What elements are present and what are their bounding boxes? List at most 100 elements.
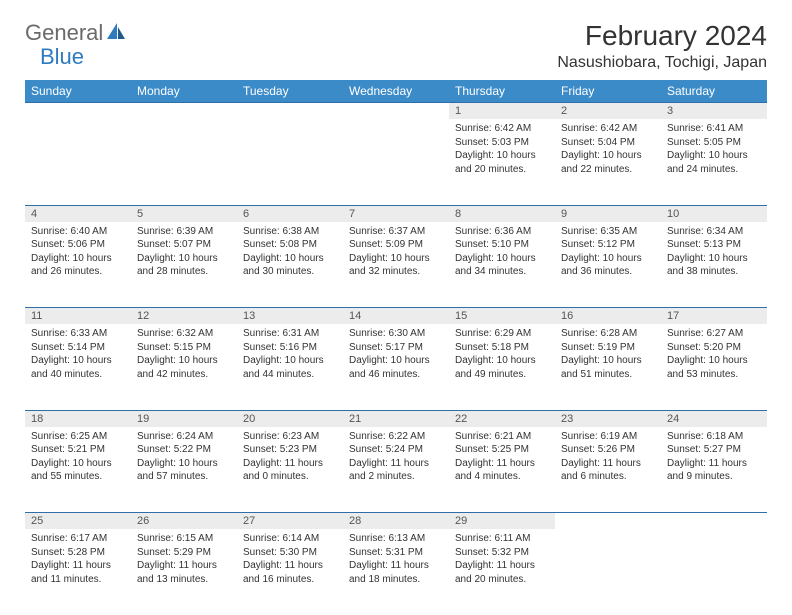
sunset-text: Sunset: 5:12 PM xyxy=(561,238,655,252)
day-info-cell: Sunrise: 6:11 AMSunset: 5:32 PMDaylight:… xyxy=(449,529,555,615)
daylight-text: Daylight: 11 hours and 20 minutes. xyxy=(455,559,549,586)
calendar-header-row: SundayMondayTuesdayWednesdayThursdayFrid… xyxy=(25,80,767,103)
sunrise-text: Sunrise: 6:13 AM xyxy=(349,532,443,546)
sunrise-text: Sunrise: 6:28 AM xyxy=(561,327,655,341)
day-info-cell: Sunrise: 6:14 AMSunset: 5:30 PMDaylight:… xyxy=(237,529,343,615)
day-info-cell: Sunrise: 6:36 AMSunset: 5:10 PMDaylight:… xyxy=(449,222,555,308)
day-number-cell: 6 xyxy=(237,205,343,222)
daylight-text: Daylight: 11 hours and 16 minutes. xyxy=(243,559,337,586)
sunset-text: Sunset: 5:10 PM xyxy=(455,238,549,252)
daylight-text: Daylight: 11 hours and 2 minutes. xyxy=(349,457,443,484)
day-number-cell: 5 xyxy=(131,205,237,222)
weekday-header: Monday xyxy=(131,80,237,103)
day-info-cell: Sunrise: 6:32 AMSunset: 5:15 PMDaylight:… xyxy=(131,324,237,410)
day-info-cell: Sunrise: 6:31 AMSunset: 5:16 PMDaylight:… xyxy=(237,324,343,410)
day-number-cell xyxy=(131,103,237,120)
daylight-text: Daylight: 11 hours and 18 minutes. xyxy=(349,559,443,586)
sunrise-text: Sunrise: 6:21 AM xyxy=(455,430,549,444)
daylight-text: Daylight: 10 hours and 49 minutes. xyxy=(455,354,549,381)
day-number-cell: 23 xyxy=(555,410,661,427)
logo-text-general: General xyxy=(25,20,103,46)
day-info-cell: Sunrise: 6:34 AMSunset: 5:13 PMDaylight:… xyxy=(661,222,767,308)
weekday-header: Wednesday xyxy=(343,80,449,103)
sunrise-text: Sunrise: 6:18 AM xyxy=(667,430,761,444)
day-info-row: Sunrise: 6:17 AMSunset: 5:28 PMDaylight:… xyxy=(25,529,767,615)
day-number-cell: 26 xyxy=(131,513,237,530)
day-info-cell: Sunrise: 6:23 AMSunset: 5:23 PMDaylight:… xyxy=(237,427,343,513)
day-info-cell: Sunrise: 6:42 AMSunset: 5:04 PMDaylight:… xyxy=(555,119,661,205)
day-number-cell: 4 xyxy=(25,205,131,222)
logo-blue-wrap: Blue xyxy=(40,44,84,70)
sunset-text: Sunset: 5:22 PM xyxy=(137,443,231,457)
day-number-cell: 24 xyxy=(661,410,767,427)
sunset-text: Sunset: 5:08 PM xyxy=(243,238,337,252)
day-info-cell: Sunrise: 6:17 AMSunset: 5:28 PMDaylight:… xyxy=(25,529,131,615)
daylight-text: Daylight: 10 hours and 44 minutes. xyxy=(243,354,337,381)
sunrise-text: Sunrise: 6:15 AM xyxy=(137,532,231,546)
day-info-cell: Sunrise: 6:18 AMSunset: 5:27 PMDaylight:… xyxy=(661,427,767,513)
sunrise-text: Sunrise: 6:17 AM xyxy=(31,532,125,546)
sunrise-text: Sunrise: 6:14 AM xyxy=(243,532,337,546)
day-info-cell: Sunrise: 6:38 AMSunset: 5:08 PMDaylight:… xyxy=(237,222,343,308)
logo-sail-icon xyxy=(105,21,127,46)
weekday-header: Friday xyxy=(555,80,661,103)
sunrise-text: Sunrise: 6:23 AM xyxy=(243,430,337,444)
daylight-text: Daylight: 10 hours and 26 minutes. xyxy=(31,252,125,279)
sunrise-text: Sunrise: 6:38 AM xyxy=(243,225,337,239)
day-info-cell: Sunrise: 6:21 AMSunset: 5:25 PMDaylight:… xyxy=(449,427,555,513)
daylight-text: Daylight: 10 hours and 51 minutes. xyxy=(561,354,655,381)
calendar-table: SundayMondayTuesdayWednesdayThursdayFrid… xyxy=(25,80,767,615)
sunset-text: Sunset: 5:27 PM xyxy=(667,443,761,457)
day-info-cell: Sunrise: 6:29 AMSunset: 5:18 PMDaylight:… xyxy=(449,324,555,410)
sunrise-text: Sunrise: 6:24 AM xyxy=(137,430,231,444)
day-number-cell: 8 xyxy=(449,205,555,222)
daylight-text: Daylight: 10 hours and 38 minutes. xyxy=(667,252,761,279)
daylight-text: Daylight: 10 hours and 40 minutes. xyxy=(31,354,125,381)
day-info-row: Sunrise: 6:42 AMSunset: 5:03 PMDaylight:… xyxy=(25,119,767,205)
logo-text-blue: Blue xyxy=(40,44,84,69)
month-title: February 2024 xyxy=(557,20,767,52)
sunset-text: Sunset: 5:25 PM xyxy=(455,443,549,457)
day-number-cell: 9 xyxy=(555,205,661,222)
daylight-text: Daylight: 10 hours and 57 minutes. xyxy=(137,457,231,484)
sunset-text: Sunset: 5:21 PM xyxy=(31,443,125,457)
sunset-text: Sunset: 5:26 PM xyxy=(561,443,655,457)
daylight-text: Daylight: 10 hours and 34 minutes. xyxy=(455,252,549,279)
sunrise-text: Sunrise: 6:31 AM xyxy=(243,327,337,341)
daylight-text: Daylight: 10 hours and 22 minutes. xyxy=(561,149,655,176)
weekday-header: Thursday xyxy=(449,80,555,103)
day-number-cell: 10 xyxy=(661,205,767,222)
sunset-text: Sunset: 5:29 PM xyxy=(137,546,231,560)
day-info-cell: Sunrise: 6:24 AMSunset: 5:22 PMDaylight:… xyxy=(131,427,237,513)
header: General February 2024 Nasushiobara, Toch… xyxy=(25,20,767,72)
sunset-text: Sunset: 5:24 PM xyxy=(349,443,443,457)
sunset-text: Sunset: 5:20 PM xyxy=(667,341,761,355)
day-number-cell xyxy=(343,103,449,120)
daylight-text: Daylight: 11 hours and 11 minutes. xyxy=(31,559,125,586)
day-number-cell: 29 xyxy=(449,513,555,530)
sunrise-text: Sunrise: 6:11 AM xyxy=(455,532,549,546)
weekday-header: Saturday xyxy=(661,80,767,103)
day-number-cell: 16 xyxy=(555,308,661,325)
day-number-cell: 28 xyxy=(343,513,449,530)
day-number-cell: 11 xyxy=(25,308,131,325)
day-info-cell: Sunrise: 6:15 AMSunset: 5:29 PMDaylight:… xyxy=(131,529,237,615)
sunset-text: Sunset: 5:09 PM xyxy=(349,238,443,252)
sunrise-text: Sunrise: 6:33 AM xyxy=(31,327,125,341)
day-number-cell: 2 xyxy=(555,103,661,120)
day-info-cell xyxy=(343,119,449,205)
sunset-text: Sunset: 5:07 PM xyxy=(137,238,231,252)
day-info-cell xyxy=(237,119,343,205)
day-number-cell: 1 xyxy=(449,103,555,120)
day-info-cell: Sunrise: 6:25 AMSunset: 5:21 PMDaylight:… xyxy=(25,427,131,513)
daylight-text: Daylight: 11 hours and 6 minutes. xyxy=(561,457,655,484)
day-info-cell: Sunrise: 6:22 AMSunset: 5:24 PMDaylight:… xyxy=(343,427,449,513)
day-number-row: 2526272829 xyxy=(25,513,767,530)
day-info-cell xyxy=(555,529,661,615)
day-number-cell: 25 xyxy=(25,513,131,530)
weekday-header: Tuesday xyxy=(237,80,343,103)
sunset-text: Sunset: 5:04 PM xyxy=(561,136,655,150)
day-info-cell: Sunrise: 6:37 AMSunset: 5:09 PMDaylight:… xyxy=(343,222,449,308)
sunrise-text: Sunrise: 6:29 AM xyxy=(455,327,549,341)
daylight-text: Daylight: 10 hours and 20 minutes. xyxy=(455,149,549,176)
